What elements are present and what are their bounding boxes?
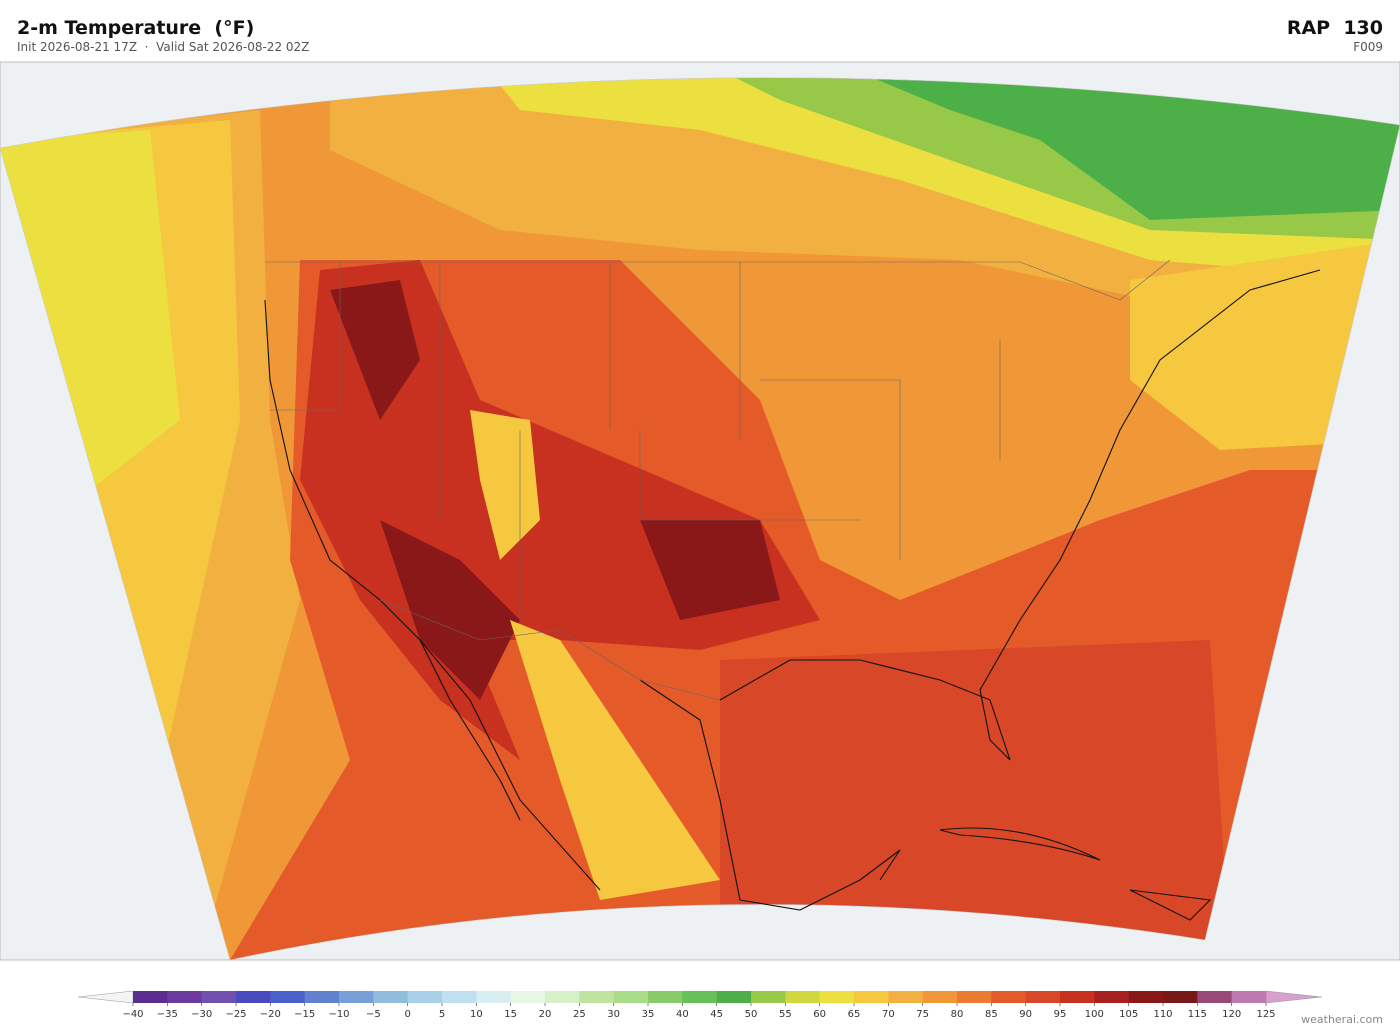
colorbar-tick-label: 20 [539, 1009, 552, 1020]
map [0, 61, 1400, 961]
colorbar-tick-label: −35 [157, 1009, 178, 1020]
colorbar-segment [1025, 991, 1061, 1003]
colorbar-tick-label: 100 [1085, 1009, 1104, 1020]
colorbar-segment [476, 991, 511, 1003]
colorbar-segment [1163, 991, 1198, 1003]
colorbar-segment [716, 991, 752, 1003]
colorbar-tick-label: 85 [985, 1009, 998, 1020]
colorbar-segment [1094, 991, 1129, 1003]
colorbar-segment [888, 991, 923, 1003]
colorbar-extend-high [1265, 990, 1323, 1004]
colorbar: −40 −35 −30 −25 −20 −15 −10 −5 0 5 10 15 20 25 30 35 40 4… [77, 990, 1323, 1020]
colorbar-tick-label: 50 [745, 1009, 758, 1020]
colorbar-tick-label: −25 [225, 1009, 246, 1020]
colorbar-segment [167, 991, 202, 1003]
model: RAP 130 [1287, 17, 1383, 39]
colorbar-tick-label: 80 [951, 1009, 964, 1020]
colorbar-tick-label: −40 [122, 1009, 143, 1020]
colorbar-segment [819, 991, 855, 1003]
colorbar-segment [339, 991, 374, 1003]
colorbar-tick-label: 115 [1188, 1009, 1207, 1020]
colorbar-segment [236, 991, 271, 1003]
colorbar-segment [270, 991, 305, 1003]
colorbar-segment [373, 991, 408, 1003]
colorbar-tick-label: 60 [813, 1009, 826, 1020]
colorbar-segment [201, 991, 237, 1003]
colorbar-extend-low [77, 990, 134, 1004]
borders [265, 259, 1171, 701]
colorbar-tick-label: 45 [710, 1009, 723, 1020]
colorbar-segment [442, 991, 477, 1003]
colorbar-segment [133, 991, 168, 1003]
colorbar-segment [751, 991, 786, 1003]
colorbar-tick-label: 35 [642, 1009, 655, 1020]
colorbar-tick-label: 120 [1222, 1009, 1241, 1020]
colorbar-tick-label: 95 [1054, 1009, 1067, 1020]
colorbar-tick-label: 90 [1019, 1009, 1032, 1020]
colorbar-segment [407, 991, 443, 1003]
colorbar-tick-label: 40 [676, 1009, 689, 1020]
colorbar-tick-label: 25 [573, 1009, 586, 1020]
title: 2-m Temperature (°F) [17, 17, 254, 39]
colorbar-segment [648, 991, 683, 1003]
colorbar-tick-label: 70 [882, 1009, 895, 1020]
colorbar-segment [304, 991, 340, 1003]
colorbar-segment [1128, 991, 1164, 1003]
colorbar-segment [854, 991, 889, 1003]
colorbar-tick-label: 15 [504, 1009, 517, 1020]
subtitle: Init 2026-08-21 17Z · Valid Sat 2026-08-… [17, 40, 309, 54]
colorbar-tick-label: 0 [404, 1009, 410, 1020]
colorbar-tick-label: 65 [848, 1009, 861, 1020]
colorbar-tick-label: −20 [260, 1009, 281, 1020]
colorbar-segment [991, 991, 1026, 1003]
colorbar-segment [613, 991, 649, 1003]
colorbar-segment [922, 991, 958, 1003]
colorbar-segment [579, 991, 614, 1003]
colorbar-tick-label: −15 [294, 1009, 315, 1020]
temperature-field [0, 77, 1400, 961]
colorbar-segment [1197, 991, 1232, 1003]
colorbar-tick-label: −10 [328, 1009, 349, 1020]
colorbar-tick-label: 55 [779, 1009, 792, 1020]
colorbar-segment [785, 991, 820, 1003]
colorbar-segment [510, 991, 546, 1003]
colorbar-tick-label: 125 [1256, 1009, 1275, 1020]
colorbar-segment [545, 991, 580, 1003]
colorbar-tick-label: 110 [1153, 1009, 1172, 1020]
colorbar-segment [1060, 991, 1095, 1003]
colorbar-tick-label: 105 [1119, 1009, 1138, 1020]
colorbar-tick-label: 10 [470, 1009, 483, 1020]
forecast-hour: F009 [1353, 40, 1383, 54]
colorbar-tick-label: 5 [439, 1009, 445, 1020]
colorbar-segment [957, 991, 992, 1003]
colorbar-tick-label: −5 [366, 1009, 381, 1020]
colorbar-tick-label: −30 [191, 1009, 212, 1020]
colorbar-tick-label: 30 [607, 1009, 620, 1020]
colorbar-tick-label: 75 [916, 1009, 929, 1020]
watermark: weatherai.com [1301, 1013, 1383, 1026]
colorbar-segment [1231, 991, 1267, 1003]
colorbar-segment [682, 991, 717, 1003]
